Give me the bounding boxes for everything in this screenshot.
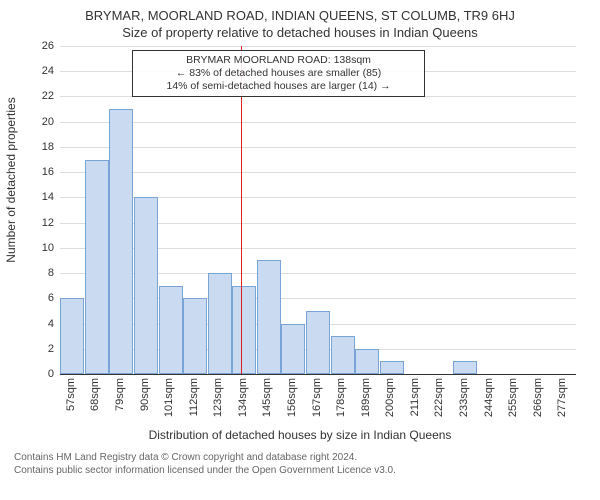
annotation-box: BRYMAR MOORLAND ROAD: 138sqm← 83% of det… bbox=[132, 50, 425, 97]
histogram-bar bbox=[331, 336, 355, 374]
x-tick-label: 233sqm bbox=[458, 378, 470, 417]
y-tick-label: 20 bbox=[42, 116, 60, 128]
y-tick-label: 24 bbox=[42, 65, 60, 77]
histogram-bar bbox=[380, 361, 404, 374]
histogram-bar bbox=[85, 160, 109, 374]
histogram-bar bbox=[134, 197, 158, 374]
gridline bbox=[60, 172, 576, 173]
x-tick-label: 123sqm bbox=[212, 378, 224, 417]
x-tick-label: 57sqm bbox=[65, 378, 77, 411]
x-tick-label: 68sqm bbox=[89, 378, 101, 411]
footer-attribution: Contains HM Land Registry data © Crown c… bbox=[14, 452, 586, 477]
histogram-bar bbox=[183, 298, 207, 374]
footer-line1: Contains HM Land Registry data © Crown c… bbox=[14, 452, 586, 465]
chart-plot-area: 02468101214161820222426BRYMAR MOORLAND R… bbox=[60, 46, 576, 374]
gridline bbox=[60, 147, 576, 148]
histogram-bar bbox=[281, 324, 305, 374]
x-tick-label: 222sqm bbox=[433, 378, 445, 417]
x-tick-label: 178sqm bbox=[335, 378, 347, 417]
chart-title-line1: BRYMAR, MOORLAND ROAD, INDIAN QUEENS, ST… bbox=[14, 8, 586, 23]
annotation-line: ← 83% of detached houses are smaller (85… bbox=[139, 67, 418, 80]
y-tick-label: 12 bbox=[42, 217, 60, 229]
x-tick-label: 189sqm bbox=[360, 378, 372, 417]
chart-title-line2: Size of property relative to detached ho… bbox=[14, 25, 586, 40]
histogram-bar bbox=[208, 273, 232, 374]
x-tick-label: 266sqm bbox=[532, 378, 544, 417]
y-tick-label: 26 bbox=[42, 40, 60, 52]
annotation-line: 14% of semi-detached houses are larger (… bbox=[139, 80, 418, 93]
histogram-bar bbox=[306, 311, 330, 374]
y-tick-label: 10 bbox=[42, 242, 60, 254]
y-tick-label: 2 bbox=[48, 343, 60, 355]
y-tick-label: 14 bbox=[42, 191, 60, 203]
histogram-bar bbox=[232, 286, 256, 374]
annotation-line: BRYMAR MOORLAND ROAD: 138sqm bbox=[139, 54, 418, 67]
footer-line2: Contains public sector information licen… bbox=[14, 465, 586, 478]
histogram-bar bbox=[257, 260, 281, 374]
x-tick-label: 244sqm bbox=[483, 378, 495, 417]
y-tick-label: 16 bbox=[42, 166, 60, 178]
gridline bbox=[60, 46, 576, 47]
x-tick-label: 255sqm bbox=[507, 378, 519, 417]
x-axis-label: Distribution of detached houses by size … bbox=[14, 428, 586, 442]
x-tick-row: 57sqm 68sqm 79sqm 90sqm 101sqm 112sqm 123sqm 13… bbox=[60, 374, 576, 426]
x-tick-label: 156sqm bbox=[286, 378, 298, 417]
y-tick-label: 8 bbox=[48, 267, 60, 279]
x-tick-label: 211sqm bbox=[409, 378, 421, 416]
x-tick-label: 101sqm bbox=[163, 378, 175, 417]
histogram-bar bbox=[355, 349, 379, 374]
x-tick-label: 90sqm bbox=[139, 378, 151, 411]
x-tick-label: 277sqm bbox=[556, 378, 568, 417]
x-tick-label: 134sqm bbox=[237, 378, 249, 417]
x-tick-label: 112sqm bbox=[188, 378, 200, 416]
x-tick-label: 200sqm bbox=[384, 378, 396, 417]
chart-container: BRYMAR, MOORLAND ROAD, INDIAN QUEENS, ST… bbox=[0, 0, 600, 500]
y-tick-label: 6 bbox=[48, 292, 60, 304]
x-tick-label: 79sqm bbox=[114, 378, 126, 411]
y-axis-label: Number of detached properties bbox=[4, 97, 18, 262]
histogram-bar bbox=[453, 361, 477, 374]
y-tick-label: 0 bbox=[48, 368, 60, 380]
x-tick-label: 167sqm bbox=[311, 378, 323, 417]
y-tick-label: 4 bbox=[48, 318, 60, 330]
y-tick-label: 22 bbox=[42, 90, 60, 102]
histogram-bar bbox=[60, 298, 84, 374]
histogram-bar bbox=[109, 109, 133, 374]
y-tick-label: 18 bbox=[42, 141, 60, 153]
x-tick-label: 145sqm bbox=[261, 378, 273, 417]
histogram-bar bbox=[159, 286, 183, 374]
gridline bbox=[60, 122, 576, 123]
